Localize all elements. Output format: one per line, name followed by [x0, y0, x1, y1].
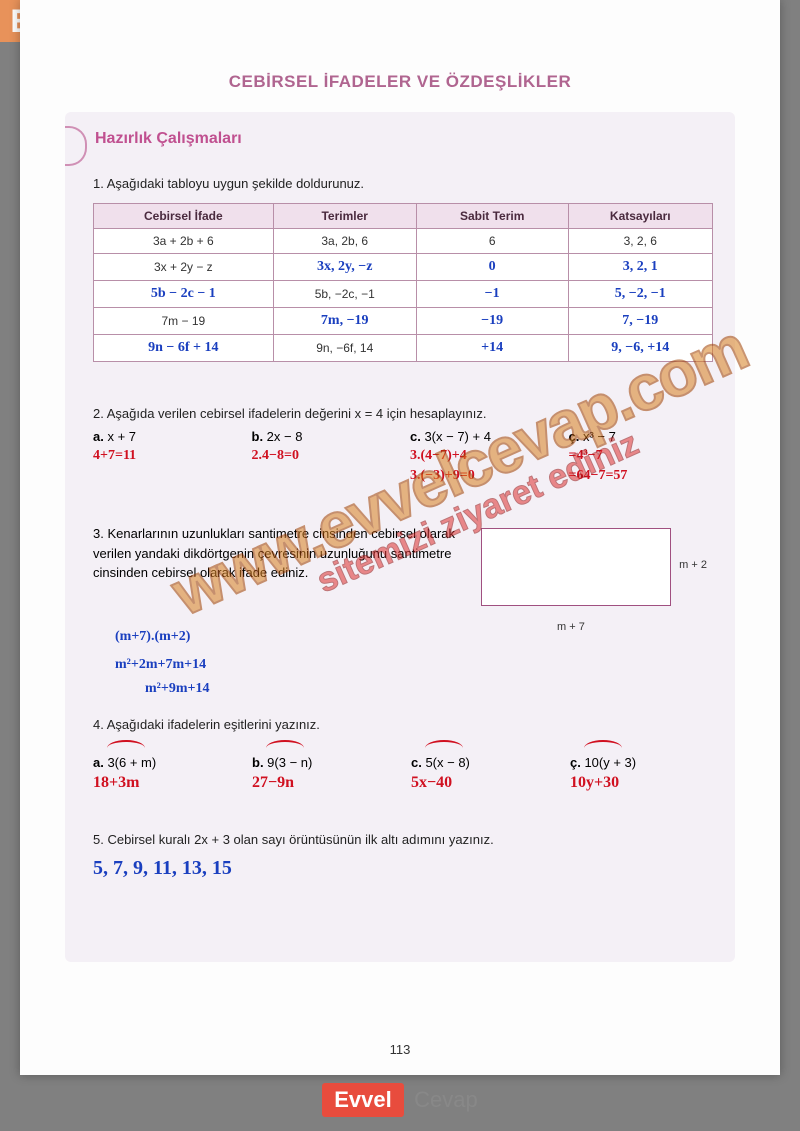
q4-item: b. 9(3 − n) 27−9n	[252, 740, 389, 792]
table-cell: 3a + 2b + 6	[94, 229, 274, 254]
table-cell: 9n, −6f, 14	[273, 335, 416, 362]
page-title: CEBİRSEL İFADELER VE ÖZDEŞLİKLER	[20, 72, 780, 92]
q3-wrap: 3. Kenarlarının uzunlukları santimetre c…	[65, 514, 735, 629]
q3-prompt: 3. Kenarlarının uzunlukları santimetre c…	[93, 524, 459, 583]
q2-expression: c. 3(x − 7) + 4	[410, 429, 549, 444]
dim-right: m + 2	[679, 559, 707, 571]
q3-answers: (m+7).(m+2) m²+2m+7m+14 m²+9m+14	[65, 629, 735, 707]
distribution-arc	[425, 740, 548, 755]
table-cell: 3a, 2b, 6	[273, 229, 416, 254]
table-row: 5b − 2c − 15b, −2c, −1−15, −2, −1	[94, 281, 713, 308]
footer-brand-1: Evvel	[322, 1083, 404, 1117]
q4-expression: ç. 10(y + 3)	[570, 755, 707, 770]
q2-answer: 2.4−8=0	[252, 448, 391, 464]
table-header: Sabit Terim	[416, 204, 568, 229]
q2-answer: 3.(−3)+9=0	[410, 468, 549, 484]
table-cell: 9, −6, +14	[568, 335, 712, 362]
dim-bottom: m + 7	[557, 621, 585, 633]
table-header: Terimler	[273, 204, 416, 229]
q5-prompt: 5. Cebirsel kuralı 2x + 3 olan sayı örün…	[65, 822, 735, 851]
table-cell: 7m, −19	[273, 308, 416, 335]
q4-answer: 27−9n	[252, 774, 389, 792]
table-cell: 3, 2, 1	[568, 254, 712, 281]
q2-answer: 3.(4−7)+4	[410, 448, 549, 464]
table-cell: +14	[416, 335, 568, 362]
table-cell: 6	[416, 229, 568, 254]
table-cell: −1	[416, 281, 568, 308]
q1-prompt: 1. Aşağıdaki tabloyu uygun şekilde doldu…	[65, 166, 735, 195]
q2-answer: 4+7=11	[93, 448, 232, 464]
q2-item: a. x + 7 4+7=11	[93, 429, 232, 484]
q4-answer: 10y+30	[570, 774, 707, 792]
table-row: 3a + 2b + 63a, 2b, 663, 2, 6	[94, 229, 713, 254]
table-row: 9n − 6f + 149n, −6f, 14+149, −6, +14	[94, 335, 713, 362]
table-cell: 7m − 19	[94, 308, 274, 335]
q3-ans-line: m²+2m+7m+14	[115, 657, 707, 673]
rectangle-diagram: m + 2 m + 7	[477, 524, 707, 619]
q2-items: a. x + 7 4+7=11 b. 2x − 8 2.4−8=0 c. 3(x − 7…	[65, 425, 735, 488]
table-cell: 0	[416, 254, 568, 281]
q4-item: c. 5(x − 8) 5x−40	[411, 740, 548, 792]
q2-expression: a. x + 7	[93, 429, 232, 444]
worksheet-page: CEBİRSEL İFADELER VE ÖZDEŞLİKLER Hazırlı…	[20, 0, 780, 1075]
q2-answer: =4³−7	[569, 448, 708, 464]
table-cell: 7, −19	[568, 308, 712, 335]
page-number: 113	[20, 1042, 780, 1057]
distribution-arc	[584, 740, 707, 755]
q3-ans-line: m²+9m+14	[145, 681, 707, 697]
table-cell: 5b, −2c, −1	[273, 281, 416, 308]
q1-table: Cebirsel İfadeTerimlerSabit TerimKatsayı…	[93, 203, 713, 362]
q2-item: c. 3(x − 7) + 4 3.(4−7)+4 3.(−3)+9=0	[410, 429, 549, 484]
table-cell: 5b − 2c − 1	[94, 281, 274, 308]
q4-item: a. 3(6 + m) 18+3m	[93, 740, 230, 792]
q5-answer: 5, 7, 9, 11, 13, 15	[65, 851, 735, 886]
q2-prompt: 2. Aşağıda verilen cebirsel ifadelerin d…	[65, 396, 735, 425]
q4-item: ç. 10(y + 3) 10y+30	[570, 740, 707, 792]
q2-item: ç. x³ − 7 =4³−7 =64−7=57	[569, 429, 708, 484]
table-cell: 5, −2, −1	[568, 281, 712, 308]
q3-ans-line: (m+7).(m+2)	[115, 629, 707, 645]
table-cell: 3, 2, 6	[568, 229, 712, 254]
q4-prompt: 4. Aşağıdaki ifadelerin eşitlerini yazın…	[65, 707, 735, 736]
q2-item: b. 2x − 8 2.4−8=0	[252, 429, 391, 484]
q4-expression: c. 5(x − 8)	[411, 755, 548, 770]
table-row: 7m − 197m, −19−197, −19	[94, 308, 713, 335]
q2-expression: ç. x³ − 7	[569, 429, 708, 444]
subtitle: Hazırlık Çalışmaları	[95, 130, 242, 147]
table-cell: 9n − 6f + 14	[94, 335, 274, 362]
q4-items: a. 3(6 + m) 18+3m b. 9(3 − n) 27−9n c. 5(x −…	[65, 736, 735, 794]
q2-answer: =64−7=57	[569, 468, 708, 484]
q4-answer: 18+3m	[93, 774, 230, 792]
table-cell: −19	[416, 308, 568, 335]
footer-logo: Evvel Cevap	[0, 1083, 800, 1117]
table-cell: 3x, 2y, −z	[273, 254, 416, 281]
distribution-arc	[107, 740, 230, 755]
q4-answer: 5x−40	[411, 774, 548, 792]
q4-expression: b. 9(3 − n)	[252, 755, 389, 770]
q4-expression: a. 3(6 + m)	[93, 755, 230, 770]
table-header: Katsayıları	[568, 204, 712, 229]
table-cell: 3x + 2y − z	[94, 254, 274, 281]
subtitle-wrap: Hazırlık Çalışmaları	[65, 112, 735, 166]
content-box: Hazırlık Çalışmaları 1. Aşağıdaki tabloy…	[65, 112, 735, 962]
q2-expression: b. 2x − 8	[252, 429, 391, 444]
rectangle-shape	[481, 528, 671, 606]
table-row: 3x + 2y − z3x, 2y, −z03, 2, 1	[94, 254, 713, 281]
table-header: Cebirsel İfade	[94, 204, 274, 229]
distribution-arc	[266, 740, 389, 755]
footer-brand-2: Cevap	[408, 1087, 478, 1113]
